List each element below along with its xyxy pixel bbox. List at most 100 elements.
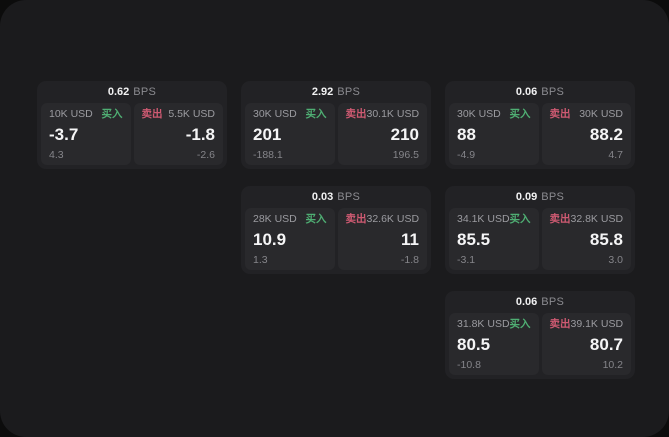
buy-price: 85.5	[457, 230, 491, 249]
bps-value: 2.92	[311, 85, 334, 98]
sell-panel-top: 卖出 30K USD	[550, 109, 624, 120]
sell-panel-top: 卖出 32.6K USD	[346, 214, 420, 225]
buy-price: 10.9	[253, 230, 287, 249]
buy-label: 买入	[101, 108, 123, 120]
sell-label: 卖出	[549, 213, 571, 225]
sell-amount: 32.8K USD	[570, 213, 624, 225]
buy-panel[interactable]: 34.1K USD 买入 85.5 -3.1	[449, 208, 539, 270]
bps-label: BPS	[541, 190, 565, 203]
sell-price: 210	[390, 125, 419, 144]
buy-price: -3.7	[49, 125, 79, 144]
buy-amount: 31.8K USD	[457, 318, 510, 330]
bps-value: 0.62	[107, 85, 130, 98]
bps-value: 0.06	[515, 295, 538, 308]
sell-price: 80.7	[589, 335, 623, 354]
buy-label: 买入	[509, 318, 531, 330]
bps-label: BPS	[541, 295, 565, 308]
sell-panel-top: 卖出 32.8K USD	[550, 214, 624, 225]
bps-label: BPS	[541, 85, 565, 98]
sell-change: 10.2	[602, 358, 623, 371]
quote-panels: 10K USD 买入 -3.7 4.3 卖出 5.5K USD -1.8 -2.…	[41, 103, 223, 165]
quote-card: 0.09 BPS 34.1K USD 买入 85.5 -3.1 卖出 32.8K…	[445, 186, 635, 274]
sell-price: 85.8	[589, 230, 623, 249]
sell-panel[interactable]: 卖出 30.1K USD 210 196.5	[337, 103, 427, 165]
buy-amount: 30K USD	[457, 108, 501, 120]
quote-card: 0.06 BPS 30K USD 买入 88 -4.9 卖出 30K USD	[445, 81, 635, 169]
quote-panels: 30K USD 买入 88 -4.9 卖出 30K USD 88.2 4.7	[449, 103, 631, 165]
sell-amount: 30K USD	[579, 108, 623, 120]
buy-label: 买入	[305, 213, 327, 225]
buy-amount: 34.1K USD	[457, 213, 510, 225]
buy-panel[interactable]: 31.8K USD 买入 80.5 -10.8	[449, 313, 539, 375]
card-header: 0.62 BPS	[41, 81, 223, 103]
buy-label: 买入	[509, 213, 531, 225]
quote-panels: 31.8K USD 买入 80.5 -10.8 卖出 39.1K USD 80.…	[449, 313, 631, 375]
buy-panel-top: 10K USD 买入	[49, 109, 123, 120]
buy-panel[interactable]: 28K USD 买入 10.9 1.3	[245, 208, 335, 270]
buy-panel-top: 30K USD 买入	[457, 109, 531, 120]
bps-value: 0.03	[311, 190, 334, 203]
card-header: 2.92 BPS	[245, 81, 427, 103]
sell-panel[interactable]: 卖出 39.1K USD 80.7 10.2	[541, 313, 631, 375]
sell-change: -2.6	[196, 148, 215, 161]
buy-change: 4.3	[49, 148, 64, 161]
buy-label: 买入	[509, 108, 531, 120]
sell-label: 卖出	[345, 108, 367, 120]
quote-panels: 34.1K USD 买入 85.5 -3.1 卖出 32.8K USD 85.8…	[449, 208, 631, 270]
buy-price: 80.5	[457, 335, 491, 354]
buy-change: -10.8	[457, 358, 481, 371]
card-header: 0.06 BPS	[449, 81, 631, 103]
sell-price: -1.8	[185, 125, 215, 144]
buy-panel[interactable]: 30K USD 买入 201 -188.1	[245, 103, 335, 165]
sell-panel[interactable]: 卖出 32.8K USD 85.8 3.0	[541, 208, 631, 270]
quote-card: 2.92 BPS 30K USD 买入 201 -188.1 卖出 30.1K …	[241, 81, 431, 169]
sell-price: 11	[401, 230, 419, 249]
sell-label: 卖出	[345, 213, 367, 225]
card-header: 0.06 BPS	[449, 291, 631, 313]
buy-amount: 10K USD	[49, 108, 93, 120]
sell-panel-top: 卖出 39.1K USD	[550, 319, 624, 330]
buy-panel-top: 28K USD 买入	[253, 214, 327, 225]
buy-change: -4.9	[457, 148, 476, 161]
buy-panel[interactable]: 30K USD 买入 88 -4.9	[449, 103, 539, 165]
buy-change: -3.1	[457, 253, 476, 266]
sell-label: 卖出	[141, 108, 163, 120]
buy-change: -188.1	[253, 148, 283, 161]
card-header: 0.03 BPS	[245, 186, 427, 208]
buy-panel-top: 34.1K USD 买入	[457, 214, 531, 225]
buy-amount: 30K USD	[253, 108, 297, 120]
sell-change: -1.8	[400, 253, 419, 266]
sell-label: 卖出	[549, 318, 571, 330]
sell-panel-top: 卖出 5.5K USD	[142, 109, 216, 120]
sell-label: 卖出	[549, 108, 571, 120]
buy-amount: 28K USD	[253, 213, 297, 225]
sell-amount: 39.1K USD	[570, 318, 624, 330]
sell-change: 4.7	[608, 148, 623, 161]
sell-change: 3.0	[608, 253, 623, 266]
quote-grid: 0.62 BPS 10K USD 买入 -3.7 4.3 卖出 5.5K USD	[37, 81, 635, 379]
buy-change: 1.3	[253, 253, 268, 266]
sell-panel[interactable]: 卖出 32.6K USD 11 -1.8	[337, 208, 427, 270]
sell-amount: 32.6K USD	[366, 213, 420, 225]
card-header: 0.09 BPS	[449, 186, 631, 208]
bps-label: BPS	[337, 85, 361, 98]
buy-price: 201	[253, 125, 282, 144]
sell-price: 88.2	[589, 125, 623, 144]
bps-label: BPS	[133, 85, 157, 98]
sell-panel[interactable]: 卖出 30K USD 88.2 4.7	[541, 103, 631, 165]
quote-panels: 28K USD 买入 10.9 1.3 卖出 32.6K USD 11 -1.8	[245, 208, 427, 270]
sell-panel[interactable]: 卖出 5.5K USD -1.8 -2.6	[133, 103, 223, 165]
sell-change: 196.5	[392, 148, 419, 161]
buy-price: 88	[457, 125, 476, 144]
sell-amount: 30.1K USD	[366, 108, 420, 120]
buy-panel-top: 31.8K USD 买入	[457, 319, 531, 330]
buy-label: 买入	[305, 108, 327, 120]
bps-value: 0.06	[515, 85, 538, 98]
quote-card: 0.03 BPS 28K USD 买入 10.9 1.3 卖出 32.6K US…	[241, 186, 431, 274]
sell-panel-top: 卖出 30.1K USD	[346, 109, 420, 120]
quote-card: 0.62 BPS 10K USD 买入 -3.7 4.3 卖出 5.5K USD	[37, 81, 227, 169]
sell-amount: 5.5K USD	[168, 108, 215, 120]
bps-label: BPS	[337, 190, 361, 203]
buy-panel[interactable]: 10K USD 买入 -3.7 4.3	[41, 103, 131, 165]
